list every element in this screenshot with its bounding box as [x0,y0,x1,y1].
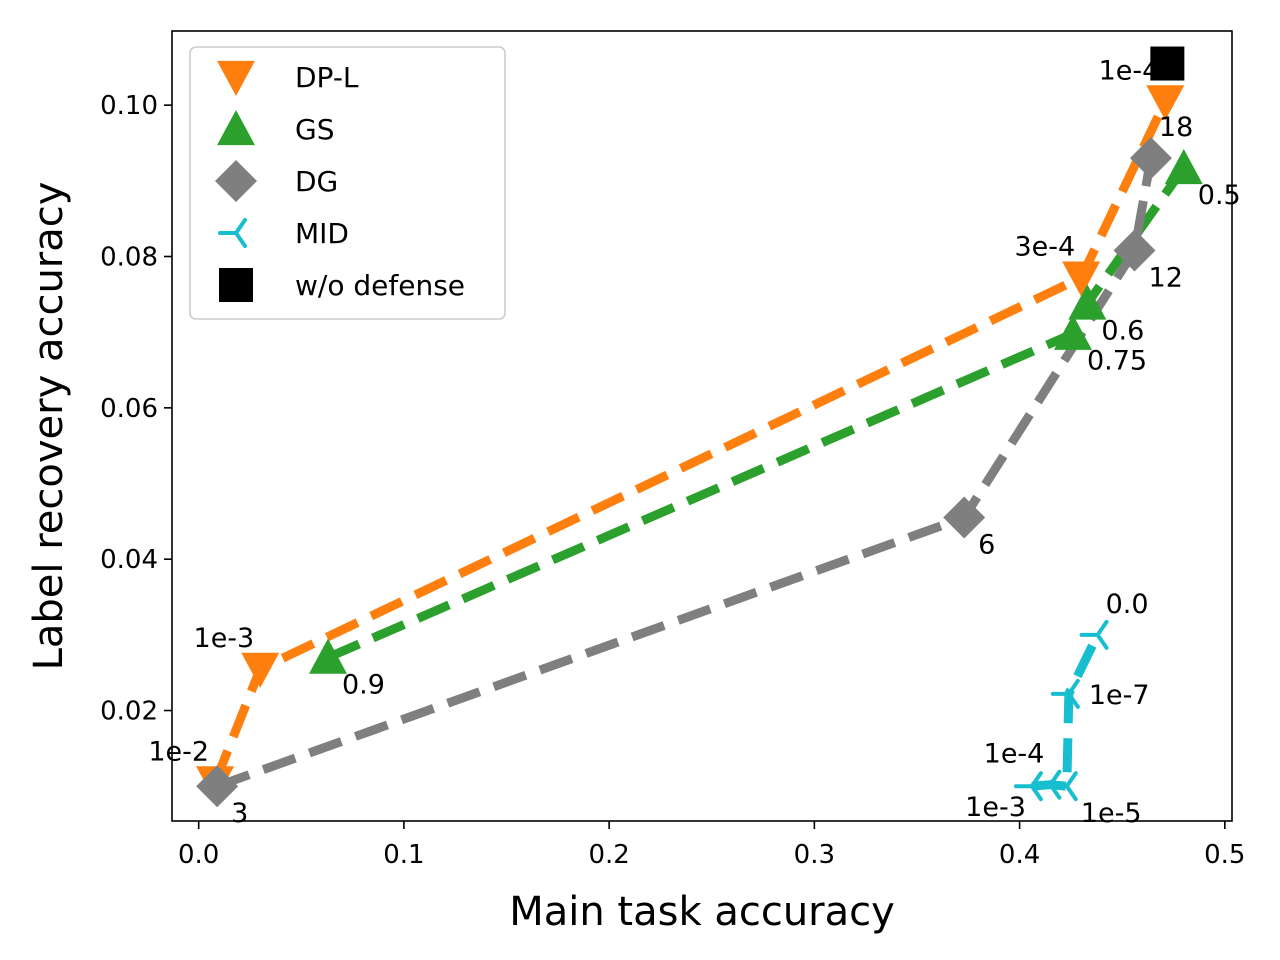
legend-marker-dp-l [217,60,255,96]
x-axis-label: Main task accuracy [509,889,895,935]
y-tick-label: 0.08 [100,242,158,272]
marker-gs [1053,314,1092,350]
x-tick-label: 0.2 [588,840,629,870]
legend-label-dp-l: DP-L [295,61,359,94]
point-label-dp-l: 3e-4 [1014,232,1075,263]
series-line-gs [326,165,1188,662]
y-tick-label: 0.04 [100,545,158,575]
marker-gs [308,638,347,674]
marker-mid [1079,619,1109,650]
point-label-dg: 3 [231,798,248,829]
plot-area-frame [171,30,1233,822]
point-label-gs: 0.6 [1101,315,1144,346]
point-label-gs: 0.75 [1087,346,1147,377]
y-axis-label: Label recovery accuracy [26,182,72,671]
x-tick-label: 0.3 [794,840,835,870]
x-tick-label: 0.1 [383,840,424,870]
marker-gs [1068,284,1107,320]
x-axis-ticks: 0.0 0.1 0.2 0.3 0.4 0.5 [178,821,1245,870]
y-tick-label: 0.06 [100,394,158,424]
legend-label-dg: DG [295,165,338,198]
y-tick-label: 0.02 [100,697,158,727]
marker-dg [1129,137,1172,180]
point-label-mid: 1e-7 [1089,680,1150,711]
marker-dp-l [241,652,280,688]
point-label-dg: 6 [978,530,995,561]
legend-marker-w-o-defense [219,268,253,302]
point-label-mid: 0.0 [1106,589,1149,620]
legend-label-w-o-defense: w/o defense [295,269,465,302]
legend-box [189,46,506,320]
series-line-dp-l [210,99,1170,785]
legend-marker-mid [218,218,247,248]
y-axis-ticks: 0.02 0.04 0.06 0.08 0.10 [100,91,172,727]
y-tick-label: 0.10 [100,91,158,121]
point-label-mid: 1e-4 [984,739,1045,770]
point-label-dp-l: 1e-4 [1099,55,1160,86]
marker-dp-l [1146,85,1185,121]
marker-gs [1164,148,1203,185]
legend: DP-L GS DG MID w/o defense [189,46,506,320]
legend-marker-dg [215,160,257,202]
x-tick-label: 0.4 [999,840,1040,870]
legend-marker-gs [217,110,255,146]
point-label-gs: 0.5 [1198,180,1241,211]
point-label-dg: 12 [1149,262,1183,293]
point-label-mid: 1e-3 [965,792,1026,823]
marker-dg [196,765,239,808]
series-markers [196,46,1203,808]
point-label-gs: 0.9 [342,670,385,701]
marker-mid [1048,771,1078,802]
marker-dg [1113,229,1156,272]
marker-mid [1050,678,1080,709]
point-label-dp-l: 1e-3 [194,623,255,654]
series-line-dg [215,157,1156,791]
marker-dg [943,496,986,539]
point-label-dp-l: 1e-2 [148,736,209,767]
point-label-mid: 1e-5 [1081,798,1142,829]
x-tick-label: 0.0 [178,840,219,870]
marker-dp-l [1062,261,1101,297]
marker-w-o-defense [1150,46,1185,81]
point-labels: 1e-2 1e-3 3e-4 1e-4 0.9 0.750.6 0.5 3 6 12 18 1e-3 1… [148,55,1240,829]
legend-label-gs: GS [295,113,334,146]
legend-label-mid: MID [295,217,349,250]
point-label-dg: 18 [1159,112,1193,143]
x-tick-label: 0.5 [1204,840,1245,870]
